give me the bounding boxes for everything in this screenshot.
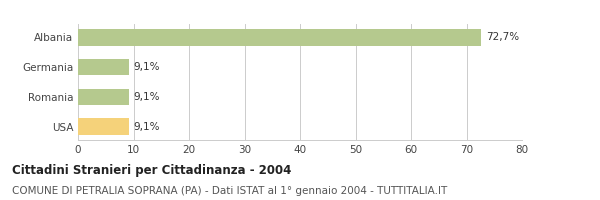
Bar (78, 59, 128, 75)
Bar (78, 118, 128, 135)
Text: 9,1%: 9,1% (133, 92, 160, 102)
Text: 9,1%: 9,1% (133, 122, 160, 132)
Bar (78, 89, 128, 105)
Text: COMUNE DI PETRALIA SOPRANA (PA) - Dati ISTAT al 1° gennaio 2004 - TUTTITALIA.IT: COMUNE DI PETRALIA SOPRANA (PA) - Dati I… (12, 186, 447, 196)
Text: Cittadini Stranieri per Cittadinanza - 2004: Cittadini Stranieri per Cittadinanza - 2… (12, 164, 292, 177)
Text: 9,1%: 9,1% (133, 62, 160, 72)
Text: 72,7%: 72,7% (486, 32, 519, 42)
Bar (78, 29, 481, 46)
